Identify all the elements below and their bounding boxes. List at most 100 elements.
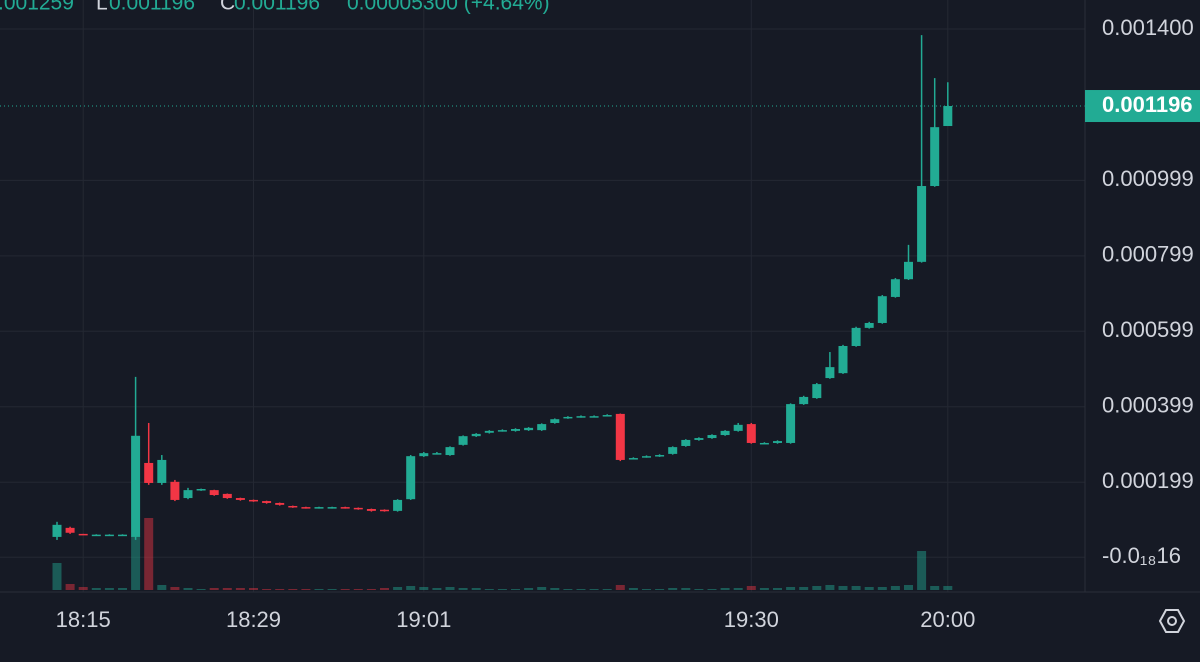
volume-bar — [746, 586, 756, 590]
candle-body — [694, 438, 704, 440]
axes: 0.001400 0.000999 0.000799 0.000599 0.000399… — [56, 15, 1200, 632]
volume-bar — [642, 589, 651, 590]
volume-bar — [589, 589, 599, 590]
candle-body — [497, 430, 507, 432]
volume-bar — [904, 585, 913, 590]
volume-bar — [262, 589, 272, 590]
grid — [0, 0, 1085, 592]
ohlc-legend: .001259 L 0.001196 C 0.001196 0.00005300… — [0, 0, 550, 15]
candle-body — [864, 322, 874, 328]
candle-body — [668, 447, 678, 454]
settings-button[interactable] — [1158, 609, 1186, 633]
candle-body — [812, 384, 822, 399]
candle-body — [681, 439, 691, 446]
x-tick-label: 19:01 — [396, 607, 451, 632]
candle-body — [563, 416, 573, 419]
volume-bar — [235, 588, 245, 590]
volume-bar — [183, 588, 193, 590]
volume-bar — [694, 589, 704, 590]
volume-bar — [157, 585, 167, 590]
volume-bar — [314, 589, 324, 590]
volume-bar — [275, 589, 285, 590]
x-tick-label: 20:00 — [920, 607, 975, 632]
legend-low-label: L — [96, 0, 108, 15]
legend-high: .001259 — [0, 0, 74, 15]
settings-icon-center[interactable] — [1167, 616, 1177, 626]
candle-body — [209, 490, 219, 496]
volume-bar — [838, 586, 848, 590]
volume-bar — [419, 587, 429, 590]
volume-bar — [524, 588, 534, 590]
volume-bar — [668, 588, 678, 590]
candle-body — [602, 415, 612, 417]
volume-bar — [170, 587, 180, 590]
legend-low: 0.001196 — [109, 0, 195, 15]
volume-bar — [655, 589, 665, 590]
candle-body — [235, 498, 245, 500]
volume-bar — [380, 588, 389, 590]
candle-body — [655, 455, 665, 457]
last-price-label: 0.001196 — [1102, 92, 1193, 117]
volume-bar — [576, 589, 586, 590]
volume-bar — [393, 587, 403, 590]
legend-close-label: C — [220, 0, 235, 15]
candle-body — [825, 367, 835, 379]
candle-body — [615, 413, 625, 460]
volume-bar — [877, 587, 887, 590]
candle-body — [222, 493, 232, 499]
candle-body — [366, 508, 376, 511]
candle-body — [707, 435, 717, 439]
candle-body — [183, 490, 193, 499]
volume-bar — [458, 588, 468, 590]
volume-bar — [550, 588, 560, 590]
candle-body — [628, 458, 638, 460]
candle-body — [249, 499, 258, 502]
volume-bar — [681, 588, 691, 590]
volume-bar — [615, 585, 625, 590]
volume-bar — [890, 586, 900, 590]
candle-body — [746, 424, 756, 443]
candle-body — [550, 419, 560, 423]
volume-bar — [432, 588, 442, 590]
volume-bar — [52, 563, 62, 590]
volume-bar — [445, 587, 455, 590]
legend-close: 0.001196 — [234, 0, 320, 15]
candle-body — [759, 442, 769, 445]
volume-bar — [511, 589, 520, 590]
y-tick-label: 0.000799 — [1102, 242, 1194, 267]
volume-bar — [537, 587, 547, 590]
volume-bar — [563, 589, 573, 590]
candle-body — [91, 534, 101, 537]
candle-body — [786, 404, 796, 443]
candle-body — [930, 127, 940, 187]
candle-body — [471, 433, 481, 437]
volume-bar — [288, 589, 298, 590]
candle-body — [511, 429, 520, 431]
volume-bar — [759, 588, 769, 590]
candle-body — [118, 534, 127, 537]
volume-bar — [471, 588, 481, 590]
candle-body — [393, 499, 403, 511]
volume-bar — [864, 587, 874, 590]
volume-bar — [196, 589, 206, 590]
volume-bar — [340, 589, 350, 590]
volume-bar — [118, 588, 127, 590]
y-tick-label: 0.001400 — [1102, 15, 1194, 40]
volume-bar — [144, 518, 154, 590]
candle-body — [904, 261, 913, 280]
candle-body — [301, 507, 311, 509]
candle-body — [445, 447, 455, 456]
volume-bar — [799, 587, 809, 590]
volume-bar — [707, 589, 717, 590]
volume-bar — [327, 589, 337, 590]
candle-body — [642, 456, 651, 458]
x-tick-label: 18:29 — [226, 607, 281, 632]
candle-body — [890, 279, 900, 297]
settings-icon[interactable] — [1158, 609, 1186, 633]
volume-bar — [851, 586, 861, 590]
candle-body — [838, 345, 848, 374]
volume-bar — [497, 589, 507, 590]
volume-bar — [602, 589, 612, 590]
